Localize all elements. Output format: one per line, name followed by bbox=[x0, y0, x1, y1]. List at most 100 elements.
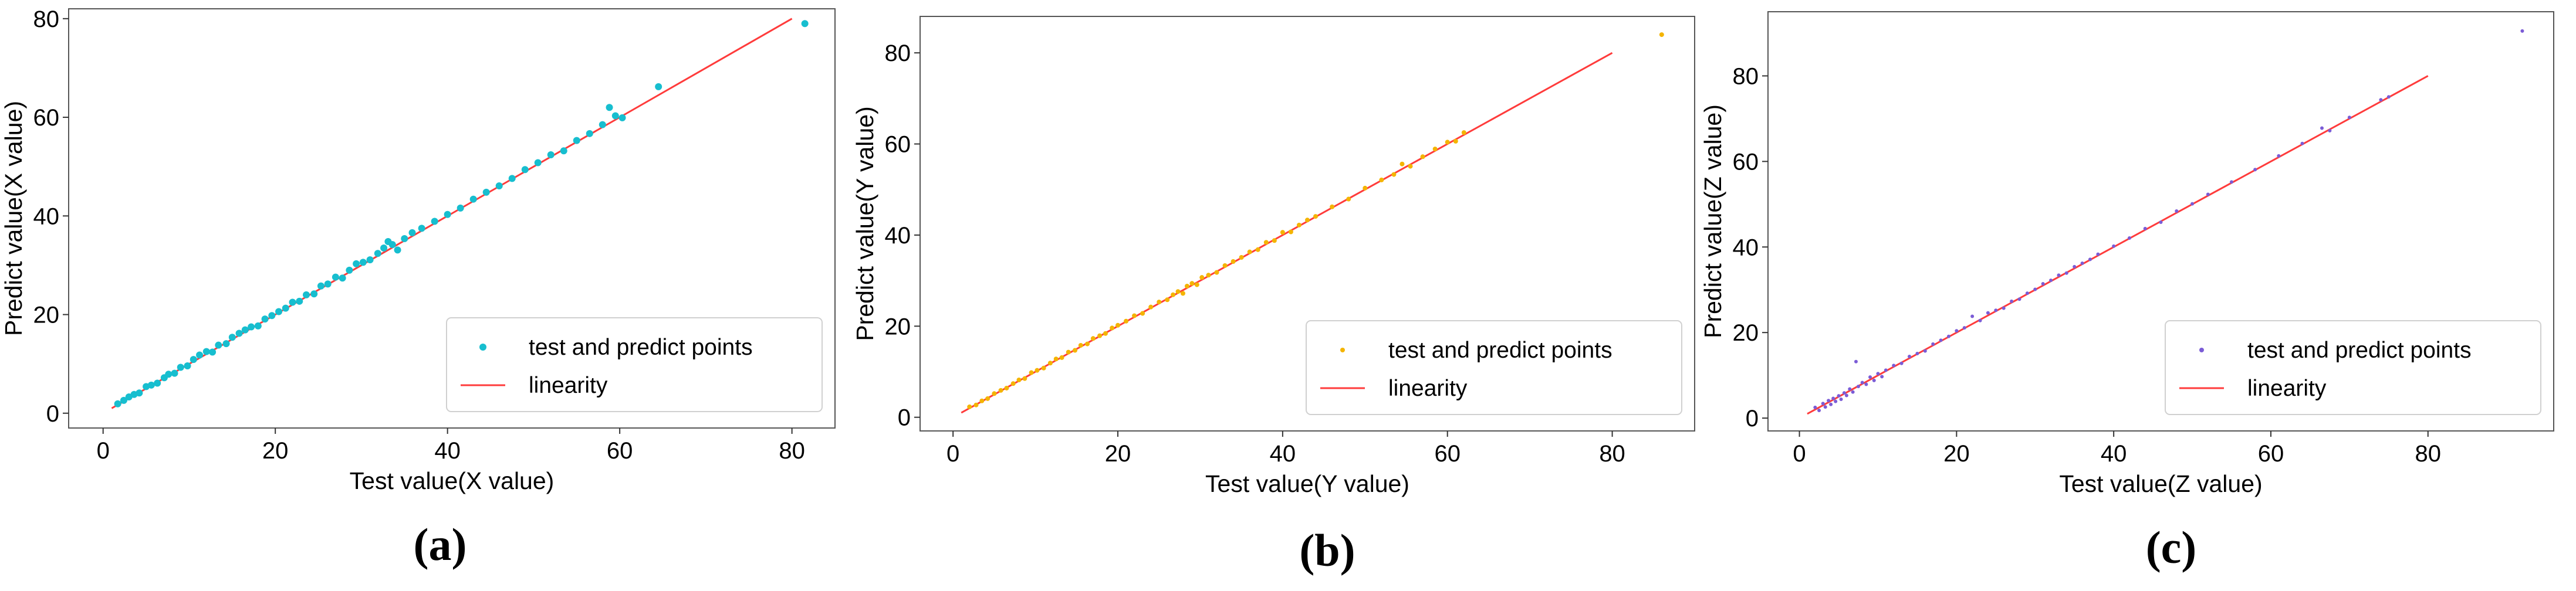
data-point bbox=[2112, 244, 2116, 248]
legend: test and predict points linearity bbox=[446, 317, 823, 412]
data-point bbox=[1132, 313, 1137, 318]
data-point bbox=[2010, 299, 2014, 303]
data-point bbox=[254, 322, 262, 330]
data-point bbox=[599, 121, 606, 128]
data-point bbox=[1171, 292, 1176, 297]
y-tick-label: 40 bbox=[1733, 235, 1759, 260]
x-tick-label: 80 bbox=[779, 438, 805, 464]
y-tick-label: 20 bbox=[1733, 320, 1759, 346]
data-point bbox=[1860, 381, 1864, 385]
data-point bbox=[394, 246, 401, 254]
data-point bbox=[165, 371, 173, 378]
data-point bbox=[1029, 370, 1034, 375]
y-tick-label: 0 bbox=[46, 401, 59, 427]
data-point bbox=[618, 114, 626, 121]
data-point bbox=[1255, 247, 1260, 252]
data-point bbox=[573, 137, 580, 144]
y-tick-label: 60 bbox=[885, 132, 911, 158]
data-point bbox=[1263, 240, 1269, 245]
data-point bbox=[2320, 126, 2324, 130]
data-point bbox=[1831, 396, 1835, 400]
data-point bbox=[2230, 180, 2234, 184]
y-tick-label: 60 bbox=[1733, 149, 1759, 175]
data-point bbox=[2057, 273, 2061, 277]
y-tick-label: 80 bbox=[1733, 63, 1759, 89]
data-point bbox=[366, 256, 374, 264]
data-point bbox=[289, 298, 296, 306]
data-point bbox=[1899, 361, 1904, 365]
data-point bbox=[2096, 252, 2100, 256]
data-point bbox=[1288, 229, 1293, 235]
y-tick-label: 0 bbox=[898, 405, 911, 431]
legend-label-line: linearity bbox=[2247, 376, 2327, 401]
legend-label-points: test and predict points bbox=[1388, 338, 1612, 363]
data-point bbox=[248, 323, 255, 331]
x-axis-label: Test value(Z value) bbox=[2059, 470, 2262, 497]
data-point bbox=[1239, 254, 1244, 260]
plot-frame bbox=[1767, 11, 2554, 432]
data-point bbox=[196, 351, 204, 359]
data-point bbox=[346, 266, 353, 274]
data-point bbox=[547, 151, 555, 158]
data-point bbox=[1461, 130, 1466, 135]
data-point bbox=[120, 396, 127, 404]
data-point bbox=[1445, 140, 1450, 145]
data-point bbox=[374, 250, 381, 257]
y-axis-label: Predict value(Z value) bbox=[1699, 104, 1726, 338]
data-point bbox=[1053, 356, 1059, 362]
data-point bbox=[1872, 378, 1876, 382]
data-point bbox=[1391, 172, 1397, 177]
data-point bbox=[521, 166, 529, 174]
data-point bbox=[1124, 318, 1129, 324]
data-point bbox=[1180, 291, 1185, 296]
data-point bbox=[1066, 349, 1071, 355]
data-point bbox=[2041, 282, 2045, 286]
data-point bbox=[508, 175, 516, 182]
data-point bbox=[1915, 351, 1919, 355]
legend-marker-points bbox=[2199, 348, 2204, 352]
data-point bbox=[1994, 308, 1998, 313]
y-tick-label: 20 bbox=[33, 303, 60, 328]
data-point bbox=[444, 210, 451, 218]
data-point bbox=[1272, 238, 1277, 243]
data-point bbox=[801, 20, 809, 28]
data-point bbox=[1363, 185, 1368, 191]
data-point bbox=[482, 188, 490, 196]
data-point bbox=[114, 400, 121, 407]
x-tick-label: 60 bbox=[2258, 441, 2284, 467]
data-point bbox=[136, 389, 143, 397]
chart-panel-3: 0 20 40 60 80 0 20 40 60 80 Test value(Z value) Pre… bbox=[1699, 11, 2554, 573]
data-point bbox=[992, 391, 997, 396]
data-point bbox=[2386, 95, 2391, 99]
data-point bbox=[154, 379, 161, 387]
data-point bbox=[1305, 218, 1310, 223]
data-point bbox=[1090, 336, 1096, 341]
data-point bbox=[1817, 408, 1821, 412]
data-point bbox=[2300, 141, 2304, 145]
x-tick-label: 40 bbox=[1270, 441, 1296, 467]
data-point bbox=[2127, 236, 2131, 240]
data-point bbox=[1453, 138, 1458, 144]
data-point bbox=[606, 104, 613, 111]
y-tick-label: 20 bbox=[885, 314, 911, 339]
data-point bbox=[177, 364, 184, 371]
data-point bbox=[1280, 230, 1285, 235]
data-point bbox=[215, 341, 222, 349]
y-tick-label: 0 bbox=[1746, 406, 1759, 432]
data-point bbox=[1848, 387, 1852, 391]
data-point bbox=[1908, 355, 1912, 359]
data-point bbox=[235, 330, 243, 337]
data-point bbox=[1821, 402, 1825, 406]
data-point bbox=[1230, 259, 1236, 264]
x-tick-label: 40 bbox=[2101, 441, 2127, 467]
data-point bbox=[2159, 220, 2163, 224]
data-point bbox=[1884, 368, 1888, 372]
data-point bbox=[2002, 306, 2006, 310]
data-point bbox=[1868, 375, 1872, 379]
data-point bbox=[1923, 349, 1927, 353]
data-point bbox=[1962, 326, 1966, 330]
data-point bbox=[1880, 375, 1884, 379]
data-point bbox=[1073, 348, 1077, 353]
y-axis-label: Predict value(X value) bbox=[0, 101, 27, 336]
data-point bbox=[1140, 311, 1145, 316]
